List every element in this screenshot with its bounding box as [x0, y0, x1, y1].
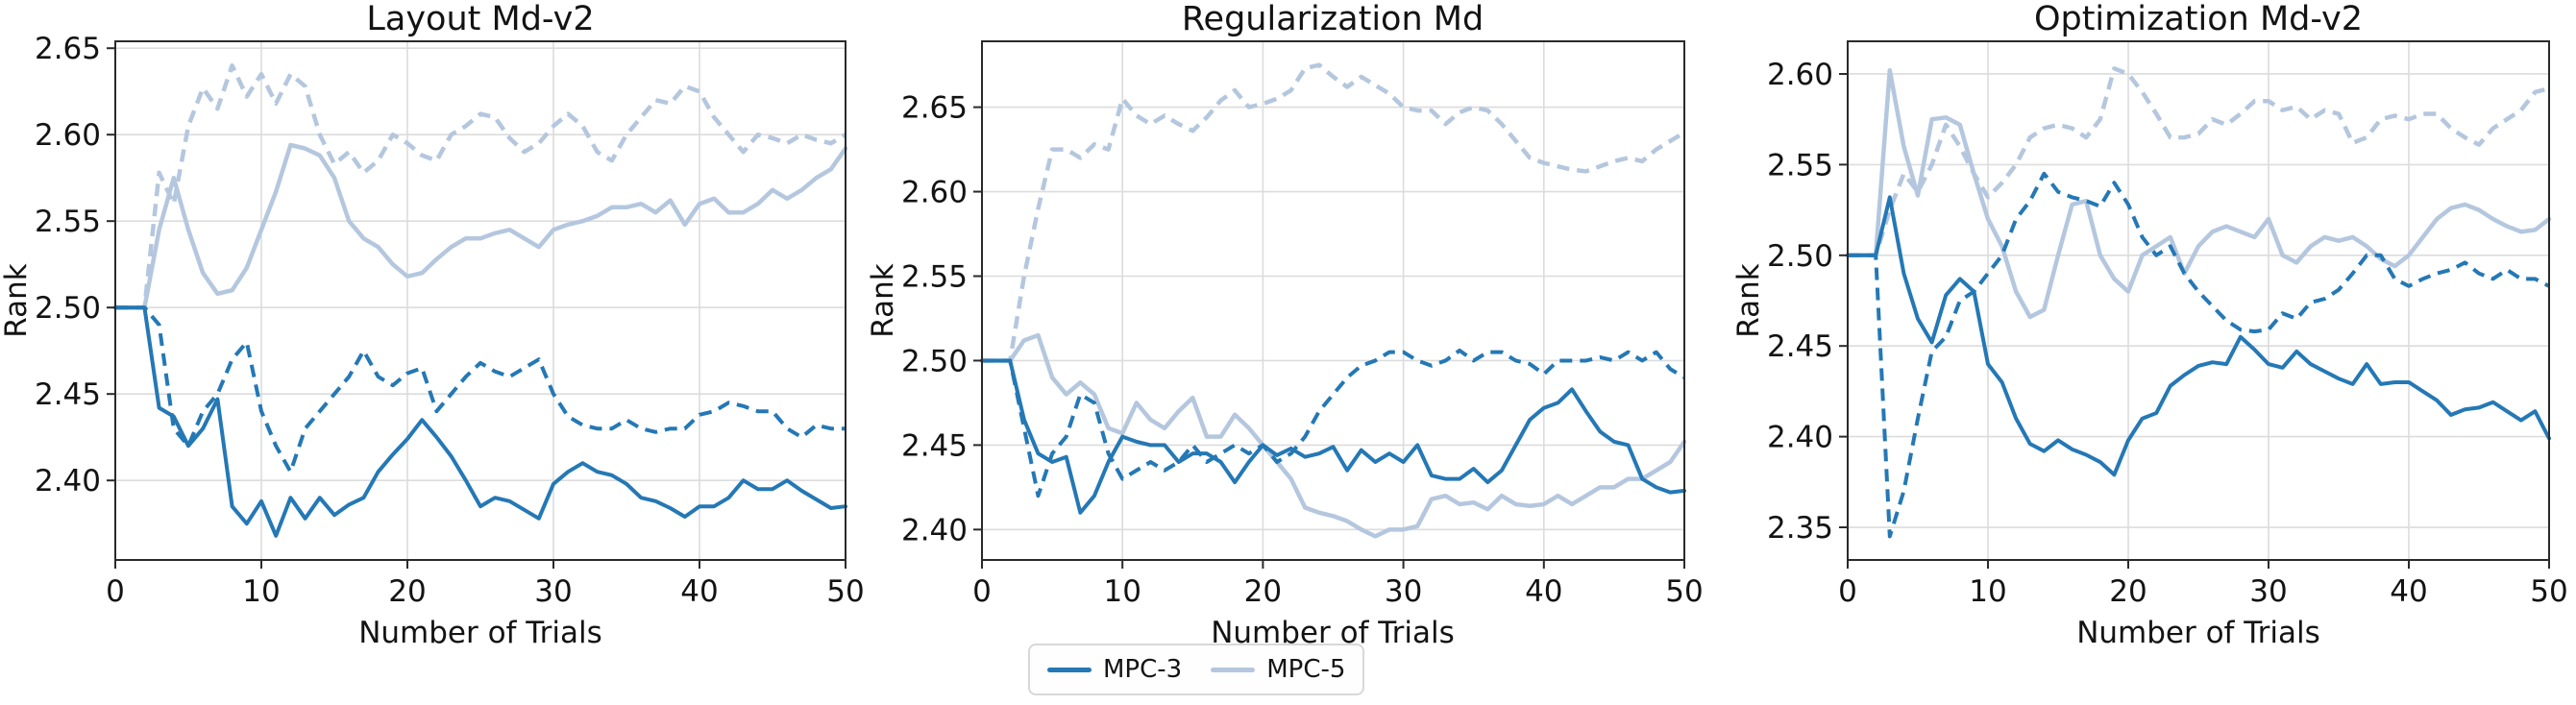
svg-text:20: 20 [1244, 574, 1282, 609]
chart-title: Regularization Md [1182, 0, 1484, 38]
x-tick-labels: 0 10 20 30 40 50 [1838, 574, 2568, 609]
svg-text:40: 40 [680, 574, 718, 609]
svg-text:20: 20 [388, 574, 426, 609]
svg-text:2.40: 2.40 [35, 464, 101, 498]
svg-text:2.50: 2.50 [35, 291, 101, 326]
x-tick-labels: 0 10 20 30 40 50 [972, 574, 1704, 609]
svg-text:10: 10 [1969, 574, 2006, 609]
svg-text:0: 0 [972, 574, 992, 609]
plot-frame [114, 40, 846, 561]
svg-text:30: 30 [1385, 574, 1422, 609]
legend-line-mpc3 [1047, 667, 1092, 672]
x-axis-label: Number of Trials [2076, 616, 2320, 650]
svg-text:50: 50 [1665, 574, 1703, 609]
y-tick-labels: 2.40 2.45 2.50 2.55 2.60 2.65 [901, 91, 968, 548]
svg-text:40: 40 [1525, 574, 1562, 609]
svg-text:50: 50 [2530, 574, 2567, 609]
legend-item-mpc3: MPC-3 [1047, 657, 1182, 682]
svg-text:0: 0 [1838, 574, 1857, 609]
svg-text:2.50: 2.50 [1767, 239, 1833, 274]
svg-text:2.40: 2.40 [901, 513, 968, 547]
x-axis-label: Number of Trials [358, 616, 602, 650]
legend-line-mpc5 [1211, 667, 1256, 672]
y-axis-label: Rank [0, 263, 34, 338]
legend-label: MPC-3 [1103, 655, 1183, 684]
svg-text:10: 10 [242, 574, 280, 609]
svg-text:2.60: 2.60 [35, 118, 101, 153]
svg-text:2.40: 2.40 [1767, 421, 1833, 455]
legend-item-mpc5: MPC-5 [1211, 657, 1345, 682]
svg-text:40: 40 [2390, 574, 2427, 609]
plot-frame [981, 40, 1685, 561]
svg-text:2.60: 2.60 [901, 176, 968, 210]
svg-text:2.55: 2.55 [901, 259, 968, 294]
y-tick-labels: 2.40 2.45 2.50 2.55 2.60 2.65 [35, 32, 101, 498]
svg-text:10: 10 [1103, 574, 1141, 609]
data-series [979, 62, 1687, 539]
plot-frame [1847, 40, 2550, 561]
chart-panel-layout: 0 10 20 30 40 50 2.40 2.45 2.50 2.55 2.60 2.65 Lay… [0, 0, 865, 650]
chart-panel-optimization: 0 10 20 30 40 50 2.35 2.40 2.45 2.50 2.55 2.60 Opt… [1731, 0, 2568, 650]
tick-marks [107, 47, 846, 569]
svg-text:2.55: 2.55 [1767, 148, 1833, 182]
tick-marks [1839, 72, 2550, 569]
svg-text:2.65: 2.65 [35, 32, 101, 66]
y-axis-label: Rank [1731, 263, 1766, 338]
svg-text:2.50: 2.50 [901, 344, 968, 378]
svg-text:2.65: 2.65 [901, 91, 968, 126]
svg-text:2.45: 2.45 [901, 428, 968, 463]
tick-marks [973, 106, 1685, 569]
chart-panel-regularization: 0 10 20 30 40 50 2.40 2.45 2.50 2.55 2.60 2.65 Reg… [866, 0, 1704, 650]
svg-text:2.55: 2.55 [35, 205, 101, 239]
y-tick-labels: 2.35 2.40 2.45 2.50 2.55 2.60 [1767, 58, 1833, 546]
svg-text:2.60: 2.60 [1767, 58, 1833, 92]
gridlines [114, 41, 846, 560]
data-series [112, 62, 848, 538]
svg-text:30: 30 [2249, 574, 2287, 609]
chart-title: Optimization Md-v2 [2034, 0, 2363, 38]
svg-text:2.35: 2.35 [1767, 511, 1833, 546]
chart-title: Layout Md-v2 [366, 0, 594, 38]
legend: MPC-3 MPC-5 [1028, 644, 1365, 695]
svg-text:2.45: 2.45 [35, 377, 101, 412]
svg-text:20: 20 [2109, 574, 2147, 609]
svg-text:50: 50 [826, 574, 864, 609]
svg-text:0: 0 [106, 574, 125, 609]
data-series [1845, 66, 2552, 539]
svg-text:30: 30 [534, 574, 572, 609]
gridlines [981, 41, 1685, 560]
svg-text:2.45: 2.45 [1767, 329, 1833, 364]
legend-label: MPC-5 [1266, 655, 1346, 684]
x-tick-labels: 0 10 20 30 40 50 [106, 574, 865, 609]
y-axis-label: Rank [866, 263, 900, 338]
